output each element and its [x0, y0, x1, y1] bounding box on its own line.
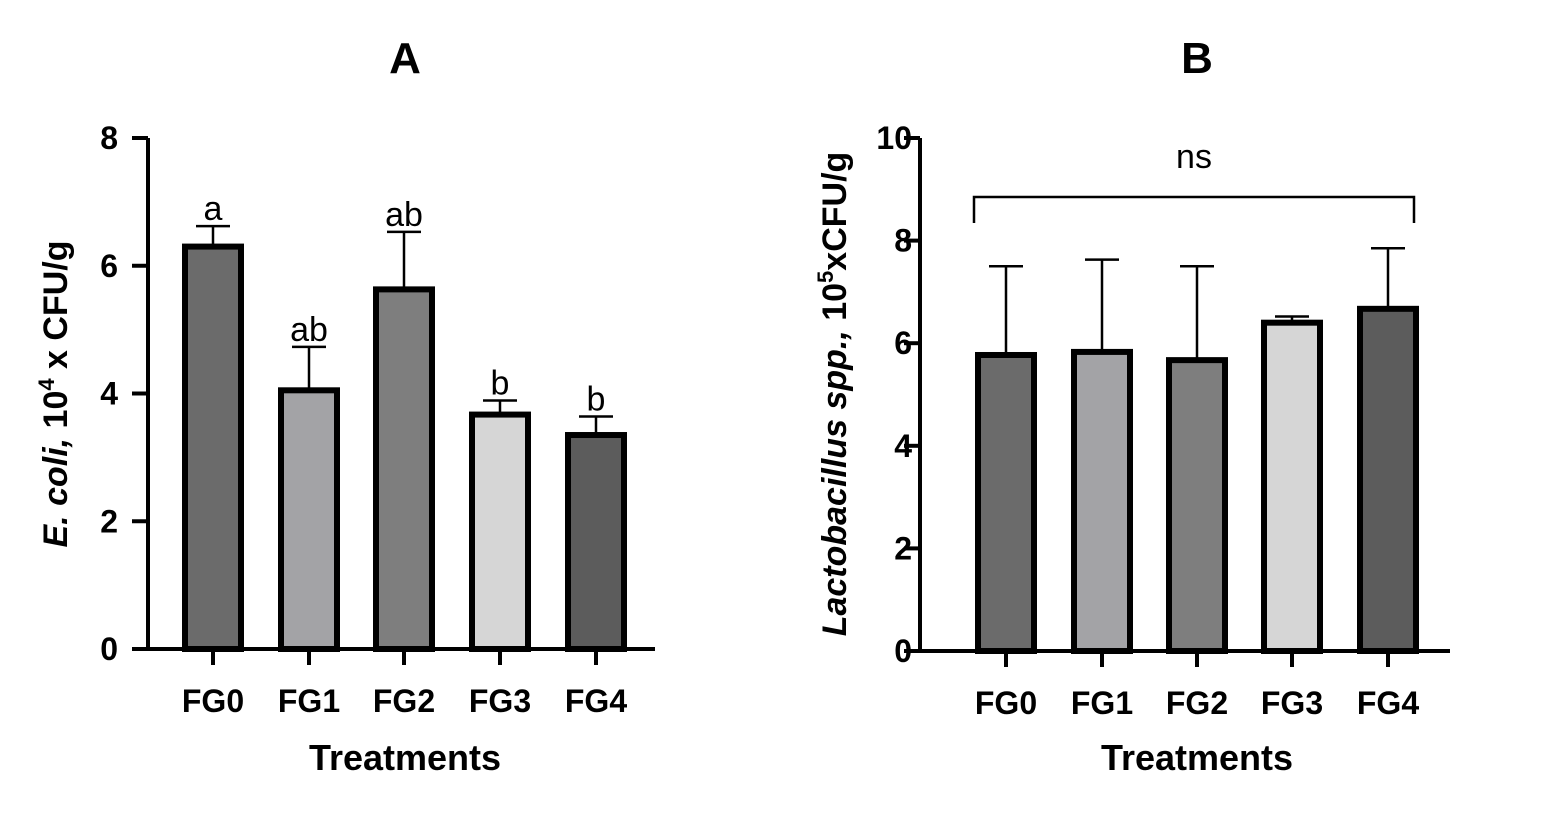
chart-title-b: B: [1181, 34, 1213, 83]
x-tick-label-b-3: FG3: [1261, 685, 1323, 721]
significance-letter-a-1: ab: [290, 311, 328, 349]
y-axis-label-b-rest: xCFU/g: [816, 152, 854, 271]
x-tick-label-a-2: FG2: [373, 683, 435, 719]
x-tick-label-a-3: FG3: [469, 683, 531, 719]
y-axis-label-a-rest: x CFU/g: [37, 240, 75, 378]
bar-a-0: [182, 243, 244, 652]
y-axis-label-b-italic: Lactobacillus spp.,: [816, 330, 854, 636]
x-axis-label-b: Treatments: [1101, 737, 1293, 778]
bar-b-3: [1261, 319, 1323, 654]
bar-a-2: [373, 286, 435, 652]
significance-label-b: ns: [1176, 138, 1212, 176]
y-tick-label-b-5: 10: [876, 120, 912, 156]
x-tick-label-b-0: FG0: [975, 685, 1037, 721]
y-tick-label-b-4: 8: [894, 223, 912, 259]
y-axis-label-b-exponent: 5: [813, 271, 838, 283]
significance-letter-a-2: ab: [385, 196, 423, 234]
chart-panel-a: A Treatments E. coli, 104 x CFU/g 02468F…: [34, 34, 655, 778]
bar-a-3: [469, 411, 531, 652]
significance-bracket-b: [972, 195, 1416, 223]
chart-title-a: A: [389, 34, 421, 83]
y-tick-label-a-2: 4: [100, 376, 118, 412]
y-axis-label-a-italic: E. coli,: [37, 438, 75, 548]
x-tick-label-a-0: FG0: [182, 683, 244, 719]
y-axis-label-a-exponent: 4: [34, 378, 59, 391]
bar-b-4: [1357, 305, 1419, 654]
bar-b-2: [1166, 357, 1228, 654]
y-tick-label-a-0: 0: [100, 631, 118, 667]
chart-panel-b: B Treatments Lactobacillus spp., 105xCFU…: [813, 34, 1450, 778]
x-axis-label-a: Treatments: [309, 737, 501, 778]
x-tick-label-b-4: FG4: [1357, 685, 1419, 721]
significance-letter-a-4: b: [587, 380, 606, 418]
y-axis-label-a: E. coli, 104 x CFU/g: [34, 240, 75, 547]
y-tick-label-b-0: 0: [894, 633, 912, 669]
x-tick-label-a-4: FG4: [565, 683, 627, 719]
bar-a-1: [278, 387, 340, 652]
y-tick-label-b-1: 2: [894, 530, 912, 566]
y-tick-label-b-2: 4: [894, 428, 912, 464]
y-tick-label-b-3: 6: [894, 325, 912, 361]
bar-b-1: [1071, 348, 1133, 654]
x-tick-label-b-2: FG2: [1166, 685, 1228, 721]
y-axis-label-b: Lactobacillus spp., 105xCFU/g: [813, 152, 854, 637]
bar-b-0: [975, 351, 1037, 654]
significance-letter-a-0: a: [204, 190, 223, 228]
y-tick-label-a-4: 8: [100, 120, 118, 156]
x-tick-label-b-1: FG1: [1071, 685, 1133, 721]
y-tick-label-a-1: 2: [100, 503, 118, 539]
bar-a-4: [565, 432, 627, 652]
significance-letter-a-3: b: [491, 365, 510, 403]
y-axis-label-a-base: 10: [37, 391, 75, 438]
y-axis-label-b-base: 10: [816, 283, 854, 330]
x-tick-label-a-1: FG1: [278, 683, 340, 719]
y-tick-label-a-3: 6: [100, 248, 118, 284]
